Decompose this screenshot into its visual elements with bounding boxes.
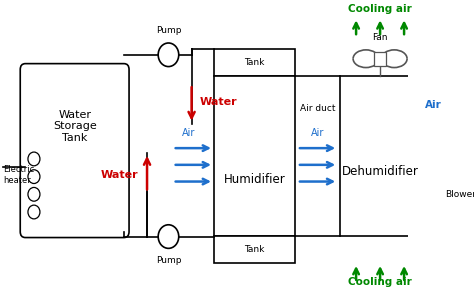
- Bar: [340, 77, 421, 236]
- Circle shape: [158, 225, 179, 248]
- Circle shape: [158, 43, 179, 67]
- Circle shape: [28, 187, 40, 201]
- Text: Air: Air: [311, 128, 324, 138]
- Text: Humidifier: Humidifier: [224, 173, 285, 186]
- Bar: [214, 49, 295, 77]
- Text: Pump: Pump: [156, 26, 181, 35]
- Text: Pump: Pump: [156, 256, 181, 265]
- Bar: [214, 77, 295, 236]
- Text: Tank: Tank: [245, 58, 265, 67]
- Text: Blower: Blower: [445, 190, 474, 199]
- Text: Water: Water: [101, 170, 138, 180]
- FancyBboxPatch shape: [20, 64, 129, 238]
- Text: Cooling air: Cooling air: [348, 4, 412, 13]
- Text: Water: Water: [200, 97, 238, 107]
- Text: Fan: Fan: [373, 33, 388, 42]
- Circle shape: [28, 152, 40, 166]
- Text: Air duct: Air duct: [300, 104, 335, 113]
- Text: Tank: Tank: [245, 245, 265, 254]
- Circle shape: [28, 170, 40, 183]
- Text: Water
Storage
Tank: Water Storage Tank: [53, 110, 97, 143]
- Bar: [374, 52, 386, 66]
- Text: Air: Air: [425, 100, 442, 110]
- Text: Dehumidifier: Dehumidifier: [342, 165, 419, 178]
- Text: Cooling air: Cooling air: [348, 277, 412, 287]
- Bar: [214, 236, 295, 263]
- Text: Electric
heater: Electric heater: [3, 165, 34, 185]
- Text: Air: Air: [182, 128, 195, 138]
- Circle shape: [28, 205, 40, 219]
